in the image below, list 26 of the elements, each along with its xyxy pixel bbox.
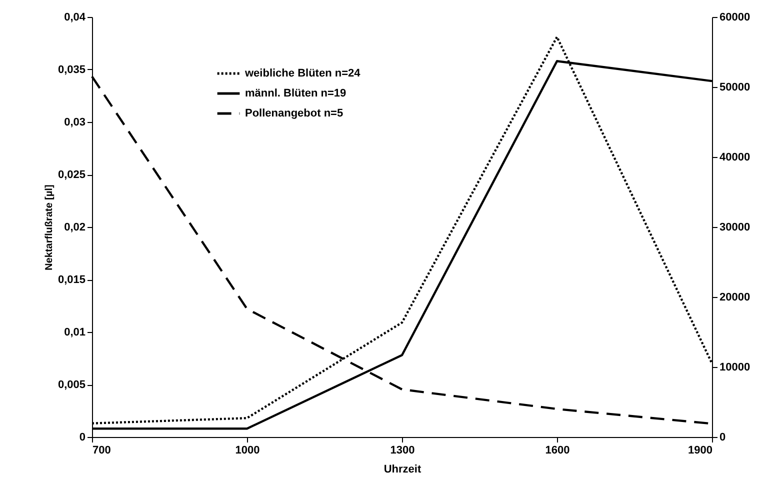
legend-label: weibliche Blüten n=24	[244, 68, 362, 80]
y2-tick-label: 10000	[720, 362, 750, 374]
y2-tick-label: 60000	[720, 12, 750, 24]
y2-tick-label: 20000	[720, 292, 750, 304]
y-tick-label: 0,005	[58, 379, 86, 391]
y-tick-label: 0	[79, 432, 86, 444]
y-tick-label: 0,01	[64, 326, 86, 338]
y2-tick-label: 0	[720, 432, 726, 444]
y-tick-label: 0,04	[64, 12, 86, 24]
legend-label: männl. Blüten n=19	[245, 88, 346, 100]
x-tick-label: 1000	[235, 444, 260, 456]
x-tick-label: 1900	[688, 444, 712, 456]
y2-tick-label: 40000	[720, 152, 750, 164]
y-tick-label: 0,015	[58, 274, 86, 286]
y2-tick-label: 30000	[720, 222, 750, 234]
x-tick-label: 1600	[545, 444, 570, 456]
y-tick-label: 0,03	[64, 116, 86, 128]
x-axis-title: Uhrzeit	[384, 464, 422, 476]
x-tick-label: 1300	[390, 444, 415, 456]
y-tick-label: 0,035	[58, 64, 86, 76]
y-tick-label: 0,025	[58, 169, 86, 181]
y-axis-title: Nektarflußrate [µl]	[44, 184, 55, 270]
legend-label: Pollenangebot n=5	[245, 108, 344, 120]
y2-tick-label: 50000	[720, 82, 750, 94]
y-tick-label: 0,02	[64, 222, 86, 234]
x-tick-label: 700	[92, 444, 111, 456]
